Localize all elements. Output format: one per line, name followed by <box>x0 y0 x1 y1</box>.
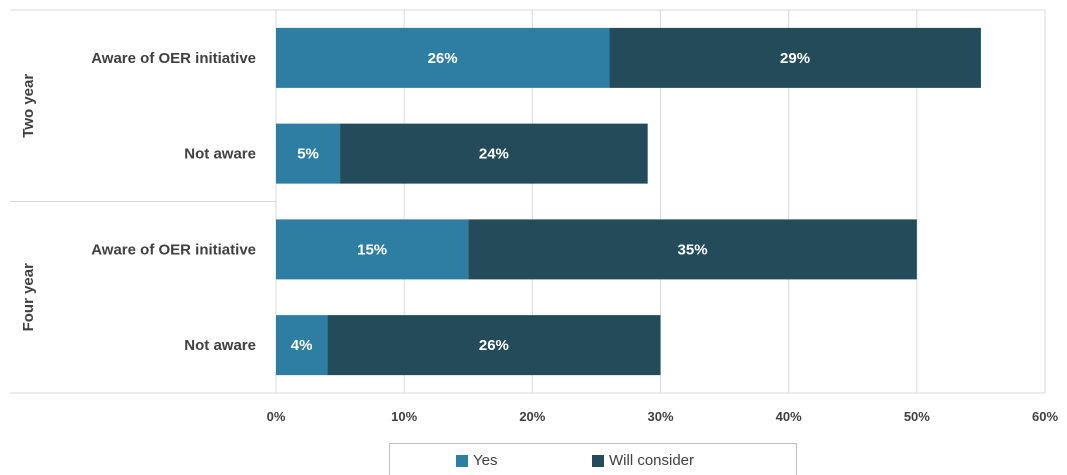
category-label: Not aware <box>184 146 256 163</box>
group-label: Two year <box>20 74 37 138</box>
x-tick-label: 0% <box>267 409 286 424</box>
legend-label-will-consider: Will consider <box>609 452 694 469</box>
data-label: 5% <box>297 146 319 163</box>
data-label: 15% <box>357 241 387 258</box>
data-label: 35% <box>678 241 708 258</box>
x-tick-label: 30% <box>647 409 673 424</box>
category-label: Aware of OER initiative <box>91 50 256 67</box>
x-tick-label: 10% <box>391 409 417 424</box>
legend: Yes Will consider <box>389 443 797 475</box>
data-label: 26% <box>428 50 458 67</box>
legend-swatch-will-consider <box>592 455 604 467</box>
data-label: 26% <box>479 337 509 354</box>
group-label: Four year <box>20 263 37 332</box>
legend-swatch-yes <box>456 455 468 467</box>
data-label: 29% <box>780 50 810 67</box>
category-label: Aware of OER initiative <box>91 241 256 258</box>
x-tick-label: 50% <box>904 409 930 424</box>
data-label: 4% <box>291 337 313 354</box>
category-label: Not aware <box>184 337 256 354</box>
x-tick-label: 40% <box>776 409 802 424</box>
legend-item-yes: Yes <box>456 452 497 469</box>
legend-label-yes: Yes <box>473 452 497 469</box>
data-label: 24% <box>479 146 509 163</box>
x-tick-label: 60% <box>1032 409 1058 424</box>
x-tick-label: 20% <box>519 409 545 424</box>
legend-item-will-consider: Will consider <box>592 452 694 469</box>
